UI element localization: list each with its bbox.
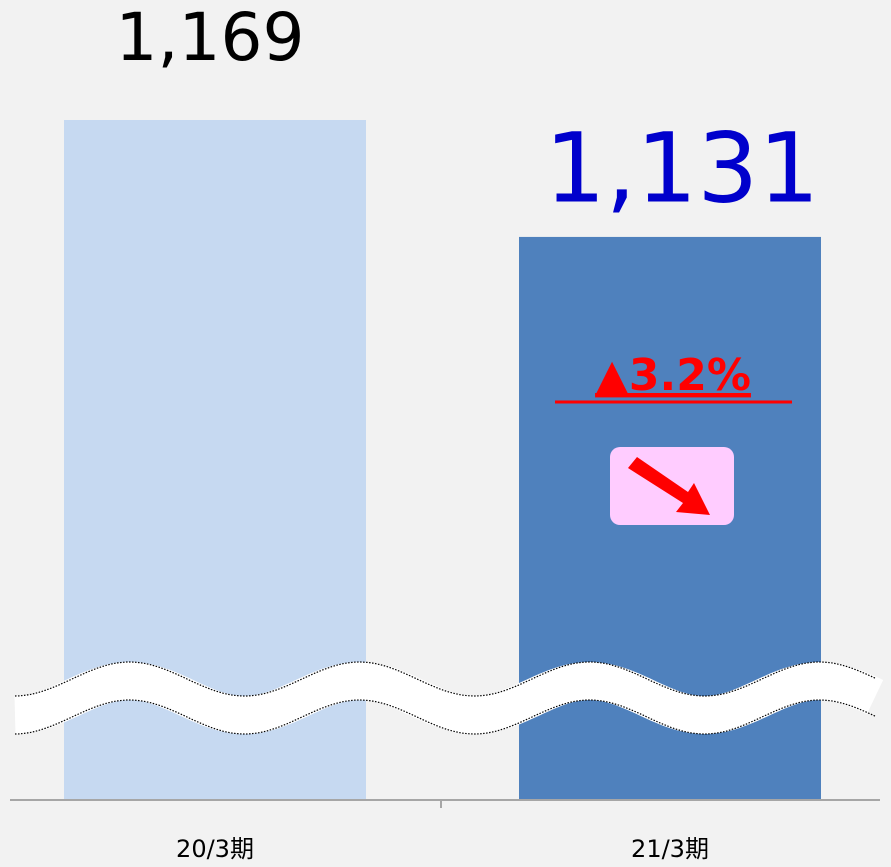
down-arrow	[628, 457, 710, 515]
break-edge	[14, 699, 876, 735]
change-annotation: ▲3.2%	[595, 350, 751, 401]
value-label: 1,131	[545, 112, 820, 224]
axis-break	[14, 661, 884, 735]
x-tick-label: 21/3期	[631, 835, 709, 863]
break-edge	[14, 661, 876, 697]
break-band	[14, 661, 884, 735]
x-tick-label: 20/3期	[176, 835, 254, 863]
value-label: 1,169	[116, 0, 305, 76]
